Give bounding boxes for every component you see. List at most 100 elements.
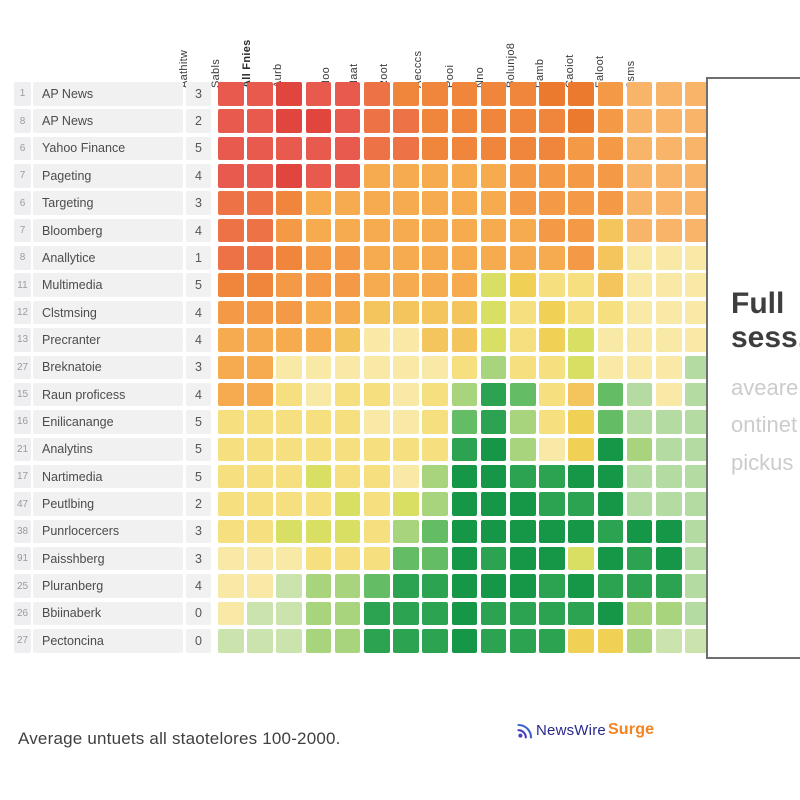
heatmap-cell: [247, 437, 273, 462]
heatmap-cell: [393, 437, 419, 462]
heatmap-cell: [685, 464, 706, 489]
heatmap-cell: [218, 218, 244, 243]
heatmap-cell: [539, 328, 565, 352]
heatmap-cell: [626, 191, 653, 215]
heatmap-cell: [218, 629, 244, 653]
heatmap-cell: [480, 246, 507, 270]
row-rank: 13: [14, 328, 31, 352]
logo: NewsWire Surge: [517, 721, 654, 739]
row-count: 4: [186, 300, 211, 325]
heatmap-cell: [480, 82, 507, 106]
heatmap-cell: [685, 136, 706, 161]
heatmap-cell: [510, 492, 536, 516]
row-rank: 12: [14, 300, 31, 325]
heatmap-cell: [393, 136, 419, 161]
heatmap-cell: [276, 136, 302, 161]
panel-title-line1: Full: [731, 287, 785, 320]
heatmap-cell: [276, 355, 302, 379]
heatmap-cell: [626, 601, 653, 626]
heatmap-cell: [393, 109, 419, 133]
heatmap-cell: [656, 546, 682, 571]
heatmap-cell: [305, 328, 332, 352]
heatmap-cell: [480, 164, 507, 188]
heatmap-cell: [685, 273, 706, 297]
heatmap-cell: [597, 629, 624, 653]
heatmap-cell: [480, 355, 507, 379]
heatmap-cell: [510, 191, 536, 215]
heatmap-cell: [451, 546, 478, 571]
heatmap-cell: [364, 629, 390, 653]
heatmap-cell: [364, 464, 390, 489]
heatmap-cell: [568, 109, 594, 133]
heatmap-cell: [539, 246, 565, 270]
footer-caption: Average untuets all staotelores 100-2000…: [18, 729, 341, 748]
heatmap-cell: [626, 574, 653, 598]
panel-subtitle-line: ontinet: [731, 412, 798, 438]
heatmap-cell: [334, 574, 361, 598]
panel-subtitle-line: aveare: [731, 375, 799, 400]
heatmap-cell: [480, 410, 507, 434]
row-rank: 1: [14, 82, 31, 106]
heatmap-cell: [656, 328, 682, 352]
heatmap-cell: [393, 246, 419, 270]
heatmap-cell: [218, 246, 244, 270]
heatmap-cell: [422, 546, 448, 571]
heatmap-cell: [597, 328, 624, 352]
heatmap-cell: [247, 273, 273, 297]
heatmap-cell: [539, 191, 565, 215]
heatmap-cell: [451, 109, 478, 133]
row-rank: 8: [14, 246, 31, 270]
heatmap-cell: [305, 82, 332, 106]
heatmap-cell: [247, 300, 273, 325]
row-rank: 38: [14, 519, 31, 544]
heatmap-cell: [393, 601, 419, 626]
row-count: 2: [186, 492, 211, 516]
heatmap-cell: [305, 546, 332, 571]
row-count: 4: [186, 164, 211, 188]
heatmap-cell: [218, 546, 244, 571]
row-label-list: 1 AP News 3 8 AP News 2 6 Yahoo Finance 5 7 Pageti…: [0, 82, 218, 658]
heatmap-cell: [422, 437, 448, 462]
heatmap-cell: [364, 328, 390, 352]
logo-text-newswire: NewsWire: [536, 721, 606, 739]
heatmap-cell: [276, 218, 302, 243]
panel-subtitle-line: pickus: [731, 449, 794, 475]
heatmap-cell: [539, 218, 565, 243]
row-count: 3: [186, 546, 211, 571]
heatmap-cell: [305, 464, 332, 489]
heatmap-cell: [656, 464, 682, 489]
heatmap-cell: [568, 355, 594, 379]
heatmap-cell: [218, 191, 244, 215]
heatmap-cell: [480, 492, 507, 516]
heatmap-cell: [276, 464, 302, 489]
heatmap-cell: [393, 382, 419, 407]
heatmap-cell: [510, 109, 536, 133]
heatmap-cell: [656, 410, 682, 434]
heatmap-cell: [334, 601, 361, 626]
row-name: Paisshberg: [33, 546, 183, 571]
heatmap-cell: [568, 82, 594, 106]
heatmap-cell: [451, 382, 478, 407]
row-rank: 8: [14, 109, 31, 133]
heatmap-cell: [334, 410, 361, 434]
heatmap-cell: [539, 519, 565, 544]
heatmap-cell: [510, 519, 536, 544]
heatmap-cell: [685, 355, 706, 379]
heatmap-cell: [451, 601, 478, 626]
heatmap-cell: [305, 164, 332, 188]
row-name: Targeting: [33, 191, 183, 215]
heatmap-cell: [276, 382, 302, 407]
heatmap-cell: [451, 410, 478, 434]
heatmap-cell: [305, 492, 332, 516]
heatmap-cell: [656, 629, 682, 653]
heatmap-cell: [305, 601, 332, 626]
heatmap-cell: [510, 410, 536, 434]
heatmap-cell: [451, 191, 478, 215]
heatmap-cell: [364, 492, 390, 516]
heatmap-cell: [334, 82, 361, 106]
panel-subtitle: aveare ontinet pickus: [731, 369, 798, 481]
heatmap-cell: [510, 246, 536, 270]
heatmap-cell: [218, 382, 244, 407]
column-header-label: All Fnies: [241, 39, 253, 88]
